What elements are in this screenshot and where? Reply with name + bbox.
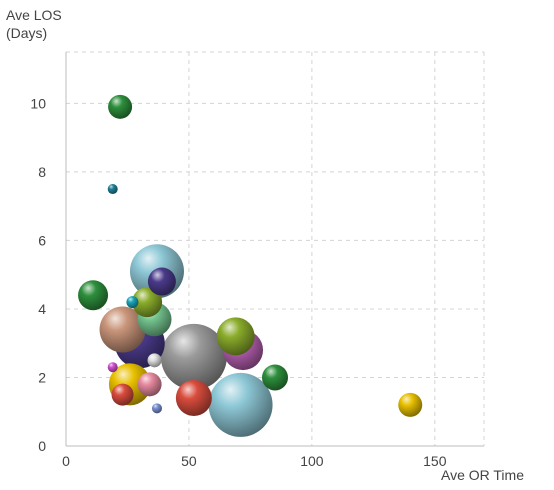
y-axis-label: Ave LOS (Days) [6,6,62,42]
bubble-point[interactable] [107,362,118,373]
bubble-point[interactable] [126,296,139,309]
bubble-point[interactable] [107,184,118,195]
bubble-point[interactable] [99,306,146,353]
y-axis-label-line-2: (Days) [6,25,48,41]
bubble-point[interactable] [137,372,162,397]
bubble-point[interactable] [78,280,109,311]
bubble-point[interactable] [262,364,288,391]
bubble-point[interactable] [160,323,227,390]
bubble-point[interactable] [151,403,162,414]
bubble-point[interactable] [398,392,423,417]
x-tick-label: 100 [300,453,324,469]
bubble-point[interactable] [175,380,212,417]
x-tick-label: 150 [423,453,447,469]
bubble-point[interactable] [132,287,163,318]
x-tick-label: 0 [62,453,70,469]
bubbles [78,94,423,437]
x-tick-label: 50 [181,453,197,469]
y-tick-label: 6 [38,232,46,248]
x-axis-label: Ave OR Time [441,467,524,483]
y-tick-label: 2 [38,369,46,385]
bubble-point[interactable] [216,317,255,356]
bubble-point[interactable] [147,267,176,296]
bubble-point[interactable] [208,372,273,437]
bubble-point[interactable] [111,383,134,406]
y-axis-label-line-1: Ave LOS [6,7,62,23]
x-axis-ticks: 0 50 100 150 [62,453,447,469]
y-tick-label: 4 [38,301,46,317]
y-tick-label: 8 [38,164,46,180]
bubble-point[interactable] [108,94,133,119]
y-tick-label: 0 [38,438,46,454]
y-axis-ticks: 0 2 4 6 8 10 [30,95,46,454]
y-tick-label: 10 [30,95,46,111]
bubble-point[interactable] [147,353,162,368]
